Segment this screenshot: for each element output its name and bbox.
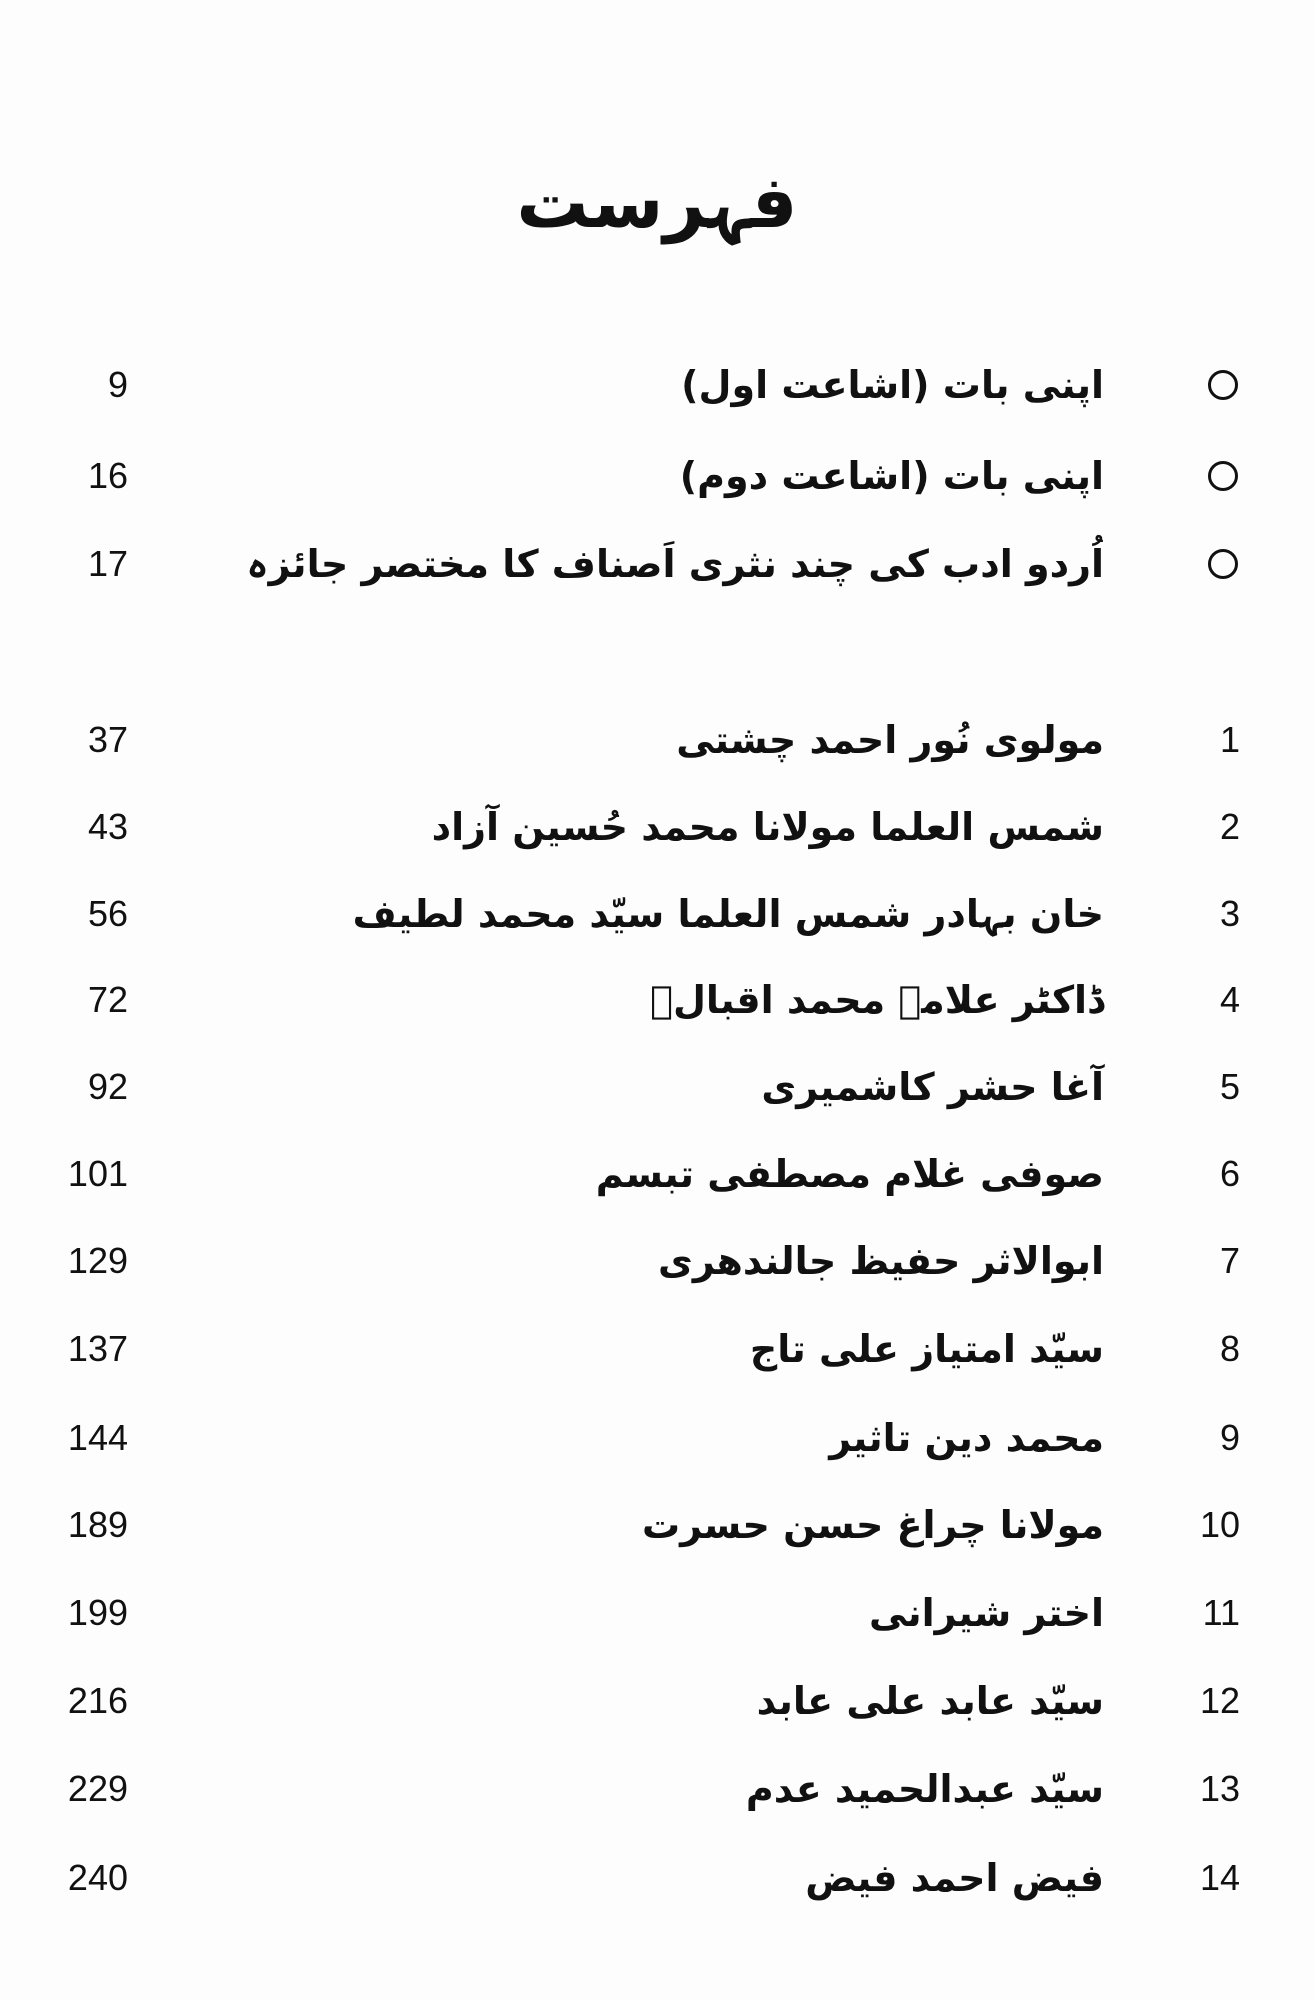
- entry-title: ابوالاثر حفیظ جالندھری: [658, 1239, 1104, 1283]
- entry-title: آغا حشر کاشمیری: [761, 1065, 1104, 1109]
- entry-title: صوفی غلام مصطفی تبسم: [595, 1152, 1104, 1196]
- entry-title: اپنی بات (اشاعت دوم): [679, 454, 1104, 498]
- page-number: 229: [67, 1768, 128, 1809]
- entry-title: محمد دین تاثیر: [829, 1416, 1104, 1460]
- entry-title: اختر شیرانی: [868, 1591, 1104, 1635]
- page-number: 37: [87, 719, 128, 760]
- page-number: 199: [67, 1592, 128, 1633]
- page-title: فہرست: [516, 160, 798, 244]
- page-number: 144: [67, 1417, 128, 1458]
- toc-entry: 5 آغا حشر کاشمیری 92: [0, 1057, 1314, 1117]
- toc-entry: اپنی بات (اشاعت دوم) 16: [0, 446, 1314, 506]
- chapter-number: 14: [1199, 1857, 1240, 1898]
- chapter-number: 5: [1219, 1066, 1240, 1107]
- chapter-number: 7: [1219, 1240, 1240, 1281]
- toc-entry: 9 محمد دین تاثیر 144: [0, 1408, 1314, 1468]
- chapter-number: 2: [1219, 806, 1240, 847]
- toc-entry: 14 فیض احمد فیض 240: [0, 1848, 1314, 1908]
- page-number: 92: [87, 1066, 128, 1107]
- chapter-number: 4: [1219, 979, 1240, 1020]
- entry-title: ڈاکٹر علامہ محمد اقبالؒ: [650, 978, 1104, 1022]
- chapter-number: 8: [1219, 1328, 1240, 1369]
- toc-entry: 13 سیّد عبدالحمید عدم 229: [0, 1759, 1314, 1819]
- entry-title: سیّد عابد علی عابد: [756, 1679, 1104, 1723]
- entry-title: فیض احمد فیض: [805, 1856, 1104, 1900]
- page-number: 9: [107, 364, 128, 405]
- page-number: 101: [67, 1153, 128, 1194]
- toc-entry: 6 صوفی غلام مصطفی تبسم 101: [0, 1144, 1314, 1204]
- page-number: 216: [67, 1680, 128, 1721]
- entry-title: اپنی بات (اشاعت اول): [681, 363, 1104, 407]
- chapter-number: 3: [1219, 893, 1240, 934]
- toc-entry: 10 مولانا چراغ حسن حسرت 189: [0, 1495, 1314, 1555]
- page-number: 137: [67, 1328, 128, 1369]
- chapter-number: 13: [1199, 1768, 1240, 1809]
- entry-title: سیّد امتیاز علی تاج: [749, 1327, 1104, 1371]
- toc-entry: 1 مولوی نُور احمد چشتی 37: [0, 710, 1314, 770]
- page-number: 72: [87, 979, 128, 1020]
- toc-entry: 8 سیّد امتیاز علی تاج 137: [0, 1319, 1314, 1379]
- circle-bullet-icon: [1208, 370, 1238, 400]
- chapter-number: 11: [1202, 1592, 1240, 1633]
- page-number: 189: [67, 1504, 128, 1545]
- chapter-number: 1: [1219, 719, 1240, 760]
- toc-entry: 11 اختر شیرانی 199: [0, 1583, 1314, 1643]
- chapter-number: 12: [1199, 1680, 1240, 1721]
- page-number: 43: [87, 806, 128, 847]
- toc-entry: 2 شمس العلما مولانا محمد حُسین آزاد 43: [0, 797, 1314, 857]
- chapter-number: 9: [1219, 1417, 1240, 1458]
- chapter-number: 10: [1199, 1504, 1240, 1545]
- toc-entry: 7 ابوالاثر حفیظ جالندھری 129: [0, 1231, 1314, 1291]
- entry-title: شمس العلما مولانا محمد حُسین آزاد: [431, 805, 1104, 849]
- entry-title: اُردو ادب کی چند نثری اَصناف کا مختصر جا…: [246, 542, 1104, 586]
- toc-entry: اُردو ادب کی چند نثری اَصناف کا مختصر جا…: [0, 534, 1314, 594]
- entry-title: خان بہادر شمس العلما سیّد محمد لطیف: [352, 892, 1104, 936]
- page-number: 16: [87, 455, 128, 496]
- chapter-number: 6: [1219, 1153, 1240, 1194]
- toc-entry: اپنی بات (اشاعت اول) 9: [0, 355, 1314, 415]
- circle-bullet-icon: [1208, 549, 1238, 579]
- circle-bullet-icon: [1208, 461, 1238, 491]
- page-number: 17: [87, 543, 128, 584]
- page-number: 56: [87, 893, 128, 934]
- toc-entry: 3 خان بہادر شمس العلما سیّد محمد لطیف 56: [0, 884, 1314, 944]
- page-number: 240: [67, 1857, 128, 1898]
- toc-entry: 12 سیّد عابد علی عابد 216: [0, 1671, 1314, 1731]
- toc-entry: 4 ڈاکٹر علامہ محمد اقبالؒ 72: [0, 970, 1314, 1030]
- entry-title: مولانا چراغ حسن حسرت: [641, 1503, 1104, 1547]
- entry-title: سیّد عبدالحمید عدم: [745, 1767, 1104, 1811]
- page-number: 129: [67, 1240, 128, 1281]
- entry-title: مولوی نُور احمد چشتی: [676, 718, 1104, 762]
